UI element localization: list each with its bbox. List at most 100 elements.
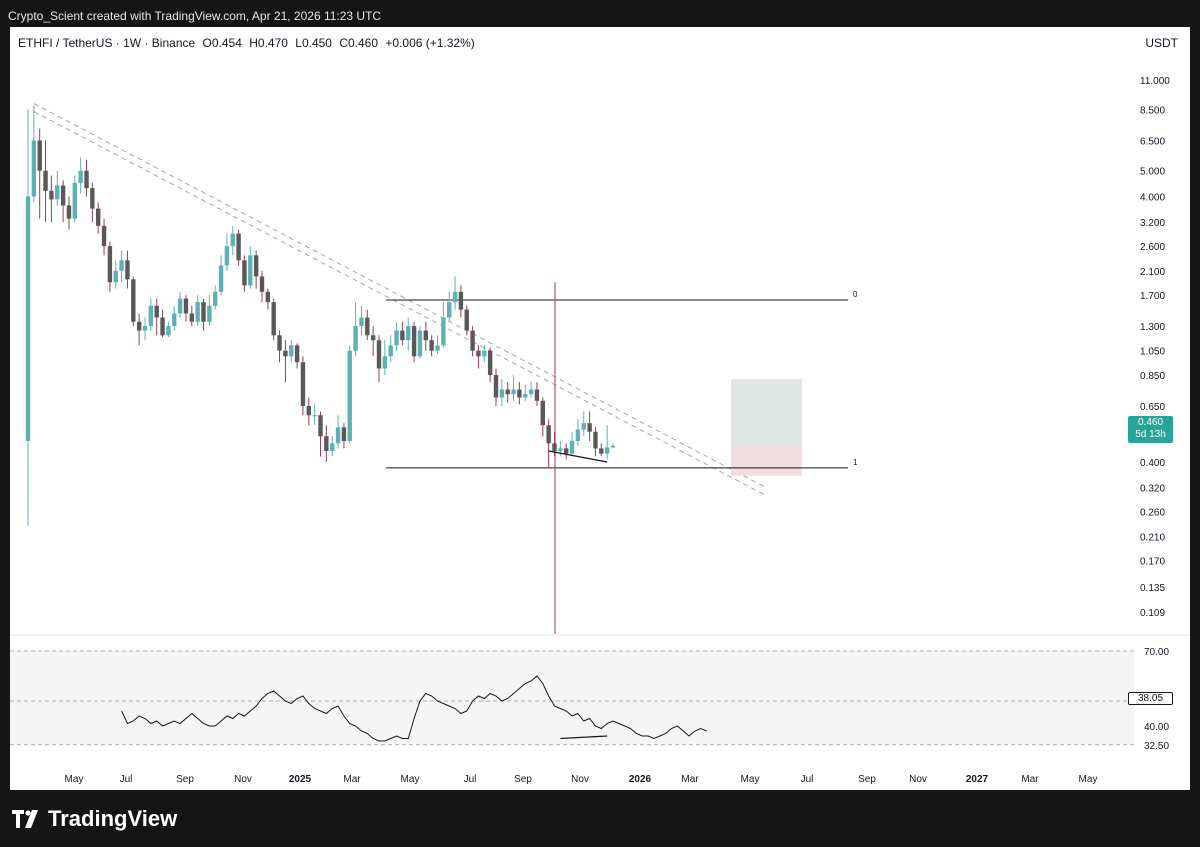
candle-body xyxy=(406,326,411,341)
last-price-tag: 0.460 5d 13h xyxy=(1128,416,1173,443)
open-value: O0.454 xyxy=(202,36,242,50)
candle-body xyxy=(347,350,352,441)
candle-body xyxy=(312,415,317,417)
time-axis-label: Sep xyxy=(858,774,876,785)
candle-body xyxy=(499,389,505,398)
price-axis-label: 1.050 xyxy=(1140,347,1165,358)
price-axis-label: 0.850 xyxy=(1140,371,1165,382)
price-axis-label: 0.650 xyxy=(1140,402,1165,413)
candle-body xyxy=(248,255,253,286)
symbol-name[interactable]: ETHFI / TetherUS · 1W · Binance xyxy=(18,36,196,50)
candle-body xyxy=(60,185,66,206)
candle-body xyxy=(101,225,107,247)
rsi-axis-label: 70.00 xyxy=(1144,647,1169,658)
candle-body xyxy=(388,345,393,357)
candle-body xyxy=(289,345,294,357)
candle-body xyxy=(394,330,399,346)
time-axis-label: Jul xyxy=(120,774,133,785)
candle-body xyxy=(213,291,218,306)
candle-body xyxy=(411,326,417,357)
time-axis-label: Sep xyxy=(514,774,532,785)
time-axis-label: Nov xyxy=(909,774,927,785)
level-label-1: 1 xyxy=(853,458,858,467)
candle-body xyxy=(177,298,183,314)
time-axis-label: May xyxy=(65,774,84,785)
candle-body xyxy=(335,427,341,444)
candle-body xyxy=(201,302,206,322)
candle-body xyxy=(359,317,364,327)
price-axis-label: 1.300 xyxy=(1140,322,1165,333)
price-axis-label: 3.200 xyxy=(1140,218,1165,229)
price-axis-label: 6.500 xyxy=(1140,136,1165,147)
price-axis-label: 0.210 xyxy=(1140,532,1165,543)
candle-body xyxy=(528,389,534,395)
bar-countdown: 5d 13h xyxy=(1135,429,1166,440)
target-zone xyxy=(731,379,802,446)
price-axis-label: 0.170 xyxy=(1140,557,1165,568)
candle-body xyxy=(482,350,487,357)
rsi-line xyxy=(121,675,707,742)
candle-body xyxy=(294,345,300,363)
candle-body xyxy=(84,170,89,189)
close-value: C0.460 xyxy=(339,36,379,50)
rsi-axis-label: 40.00 xyxy=(1144,722,1169,733)
price-chart[interactable]: 11.000 8.500 6.500 5.000 4.000 3.200 2.600 2.10… xyxy=(10,27,1190,790)
candle-body xyxy=(119,260,124,271)
chart-panel[interactable]: 11.000 8.500 6.500 5.000 4.000 3.200 2.600 2.10… xyxy=(10,27,1190,790)
candle-body xyxy=(564,448,569,454)
time-axis-label: 2025 xyxy=(289,774,312,785)
candle-body xyxy=(330,443,335,451)
candle-body xyxy=(610,445,616,448)
candle-body xyxy=(552,443,557,451)
level-label-0: 0 xyxy=(853,290,858,299)
price-axis-label: 0.400 xyxy=(1140,458,1165,469)
candle-body xyxy=(25,196,31,441)
time-axis-label: 2027 xyxy=(966,774,989,785)
time-axis-label: Jul xyxy=(801,774,814,785)
candle-body xyxy=(136,321,142,331)
candle-body xyxy=(581,423,586,430)
price-axis-label: 0.135 xyxy=(1140,583,1165,594)
candle-body xyxy=(66,205,72,219)
tradingview-logo[interactable]: TradingView xyxy=(12,806,177,832)
candle-body xyxy=(534,389,540,401)
candle-body xyxy=(423,330,428,341)
candle-body xyxy=(511,389,516,395)
candle-body xyxy=(458,291,464,310)
candle-body xyxy=(593,431,598,449)
price-axis-label: 2.100 xyxy=(1140,267,1165,278)
candle-body xyxy=(131,279,136,322)
candle-body xyxy=(72,182,77,219)
candle-body xyxy=(476,350,481,357)
candle-body xyxy=(517,389,522,398)
candle-body xyxy=(265,291,271,303)
candle-body xyxy=(523,394,528,398)
candle-body xyxy=(166,326,171,336)
candle-body xyxy=(236,233,241,261)
candle-body xyxy=(505,389,510,395)
candle-body xyxy=(96,208,101,226)
candle-body xyxy=(300,362,306,407)
chart-caption: Crypto_Scient created with TradingView.c… xyxy=(8,9,382,23)
time-axis-label: Nov xyxy=(234,774,252,785)
candle-body xyxy=(493,375,499,398)
candle-body xyxy=(365,317,370,336)
candle-body xyxy=(277,335,282,351)
candle-body xyxy=(400,330,405,341)
currency-unit: USDT xyxy=(1145,36,1178,50)
candle-body xyxy=(376,340,382,369)
price-axis-label: 4.000 xyxy=(1140,192,1165,203)
candle-body xyxy=(283,350,288,357)
candle-body xyxy=(113,270,118,283)
time-axis-label: Jul xyxy=(464,774,477,785)
time-axis-label: Mar xyxy=(681,774,699,785)
candle-body xyxy=(435,345,440,351)
time-axis-label: May xyxy=(1079,774,1098,785)
rsi-value-tag: 38.05 xyxy=(1128,692,1173,705)
candle-body xyxy=(447,302,452,318)
candle-body xyxy=(441,317,446,346)
candle-body xyxy=(569,440,575,454)
candle-body xyxy=(160,317,165,336)
price-axis-label: 5.000 xyxy=(1140,167,1165,178)
candle-body xyxy=(604,447,610,454)
